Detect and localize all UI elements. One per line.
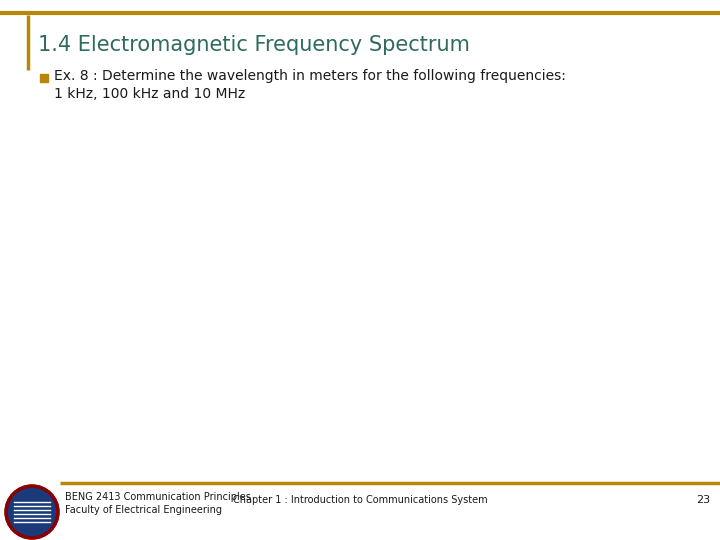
Text: Faculty of Electrical Engineering: Faculty of Electrical Engineering [65,505,222,515]
Text: 1 kHz, 100 kHz and 10 MHz: 1 kHz, 100 kHz and 10 MHz [54,87,246,101]
Circle shape [6,486,58,538]
Text: BENG 2413 Communication Principles: BENG 2413 Communication Principles [65,492,251,502]
Text: 23: 23 [696,495,710,505]
Text: Chapter 1 : Introduction to Communications System: Chapter 1 : Introduction to Communicatio… [233,495,487,505]
Text: 1.4 Electromagnetic Frequency Spectrum: 1.4 Electromagnetic Frequency Spectrum [38,35,470,55]
FancyBboxPatch shape [40,74,48,82]
Text: Ex. 8 : Determine the wavelength in meters for the following frequencies:: Ex. 8 : Determine the wavelength in mete… [54,69,566,83]
